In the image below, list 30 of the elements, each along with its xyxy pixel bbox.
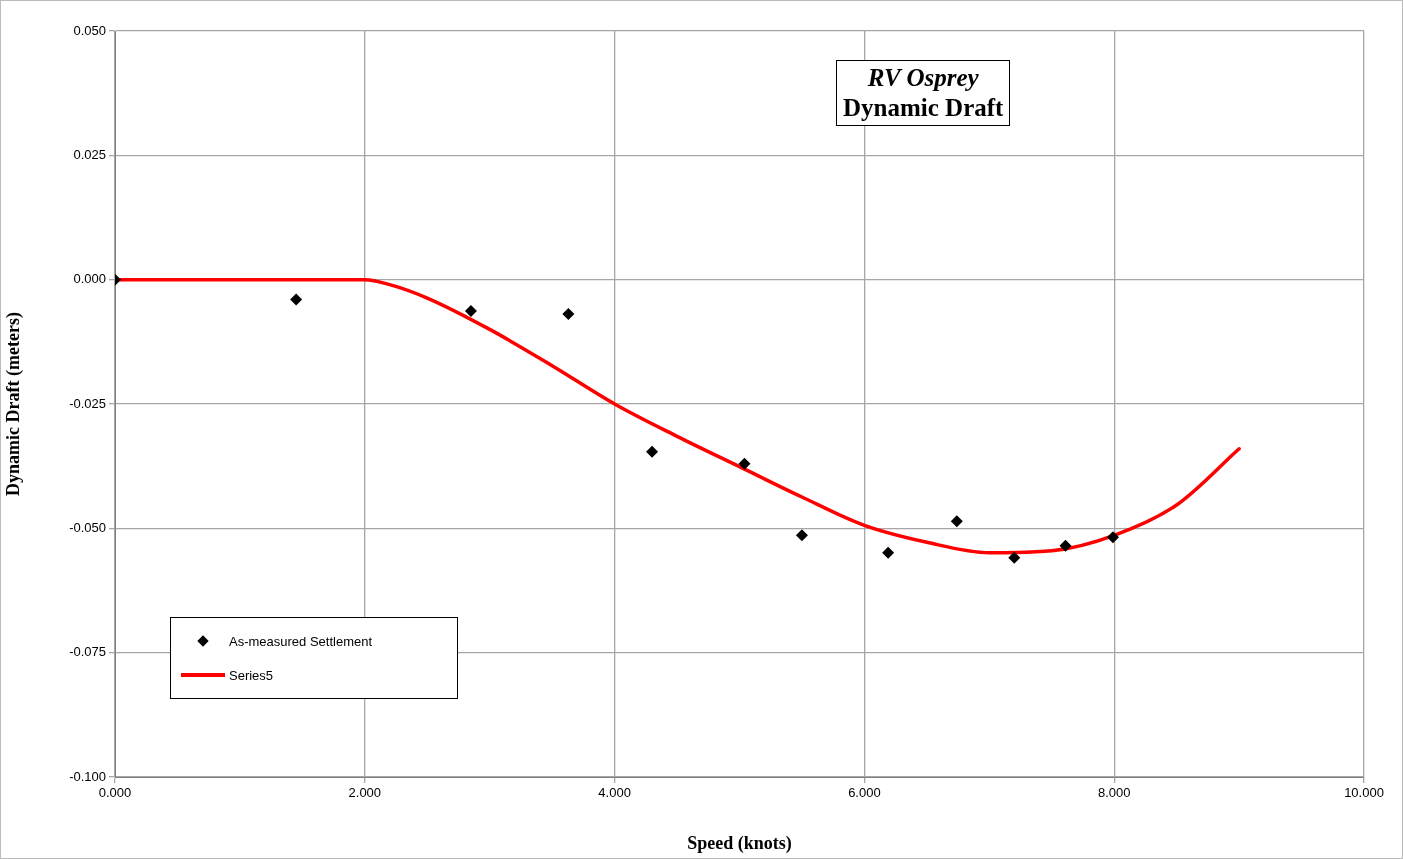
- x-axis-title: Speed (knots): [687, 832, 792, 854]
- point: [795, 529, 808, 542]
- y-tick-label: 0.000: [73, 271, 106, 287]
- text: Dynamic Draft: [843, 93, 1004, 123]
- y-tick-label: -0.050: [69, 519, 106, 535]
- point: [1106, 531, 1119, 544]
- legend-label: As-measured Settlement: [229, 633, 373, 649]
- y-tick-label: 0.050: [73, 22, 106, 38]
- x-tick-label: 4.000: [598, 785, 631, 801]
- point: [1059, 539, 1072, 552]
- x-tick-label: 2.000: [348, 785, 382, 801]
- legend-label: Series5: [229, 667, 274, 683]
- point: [738, 457, 751, 470]
- point: [562, 307, 575, 320]
- point: [290, 293, 303, 306]
- y-axis-title: Dynamic Draft (meters): [3, 312, 25, 496]
- point: [646, 445, 659, 458]
- y-tick-label: -0.075: [69, 644, 106, 660]
- point: [1008, 551, 1021, 564]
- point: [464, 305, 477, 317]
- y-tick-label: 0.025: [73, 146, 106, 162]
- x-tick-label: 0.000: [98, 785, 132, 801]
- y-tick-label: -0.025: [69, 395, 106, 411]
- text: RV Osprey: [866, 63, 980, 93]
- x-tick-label: 10.000: [1344, 785, 1384, 801]
- point: [950, 515, 963, 528]
- x-tick-label: 8.000: [1097, 785, 1131, 801]
- x-tick-label: 6.000: [848, 785, 881, 801]
- y-tick-label: -0.100: [69, 768, 106, 784]
- point: [882, 546, 895, 559]
